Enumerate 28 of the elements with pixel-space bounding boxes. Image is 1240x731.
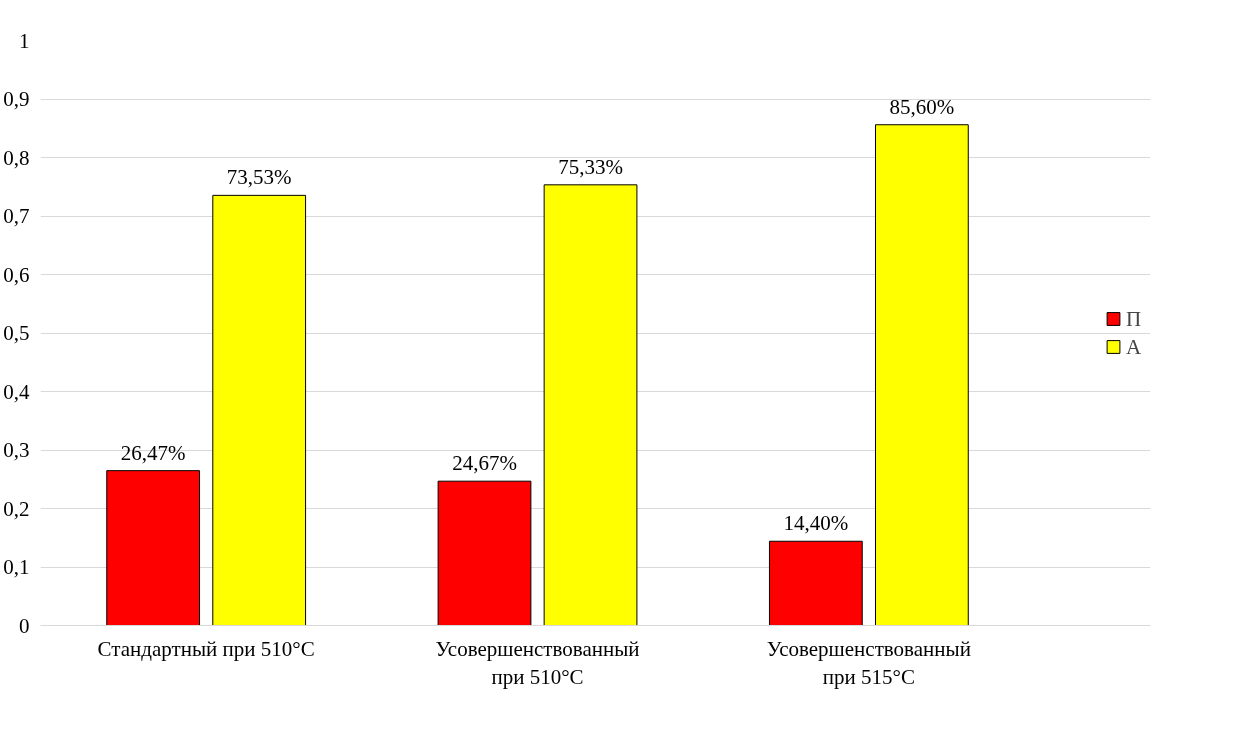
data-label: 85,60%	[889, 94, 955, 119]
bar	[874, 124, 969, 626]
bar	[543, 184, 638, 626]
data-label: 26,47%	[120, 440, 186, 465]
y-tick-label: 0,8	[3, 145, 30, 170]
y-tick-label: 0,1	[3, 555, 30, 579]
y-tick-label: 0	[19, 613, 30, 638]
data-label: 75,33%	[558, 154, 623, 179]
y-tick-label: 0,7	[3, 204, 30, 228]
legend-label: А	[1126, 334, 1143, 359]
x-tick-label: Усовершенствованный при 515°C	[766, 636, 971, 690]
x-tick-label: Стандартный при 510°C	[97, 636, 315, 661]
y-tick-label: 0,3	[3, 438, 30, 462]
bar	[768, 540, 863, 626]
bar	[437, 480, 532, 626]
y-tick-label: 0,9	[3, 87, 30, 111]
legend-label: П	[1126, 306, 1143, 331]
bar	[212, 194, 307, 626]
bar	[106, 470, 201, 626]
data-label: 24,67%	[452, 451, 517, 476]
data-label: 14,40%	[783, 511, 849, 536]
y-tick-label: 0,4	[3, 379, 30, 404]
y-tick-label: 0,2	[3, 496, 30, 521]
y-tick-label: 0,5	[3, 321, 30, 345]
y-tick-label: 1	[19, 28, 30, 53]
y-tick-label: 0,6	[3, 262, 30, 287]
x-tick-label: Усовершенствованный при 510°C	[435, 636, 640, 690]
data-label: 73,53%	[226, 165, 292, 190]
